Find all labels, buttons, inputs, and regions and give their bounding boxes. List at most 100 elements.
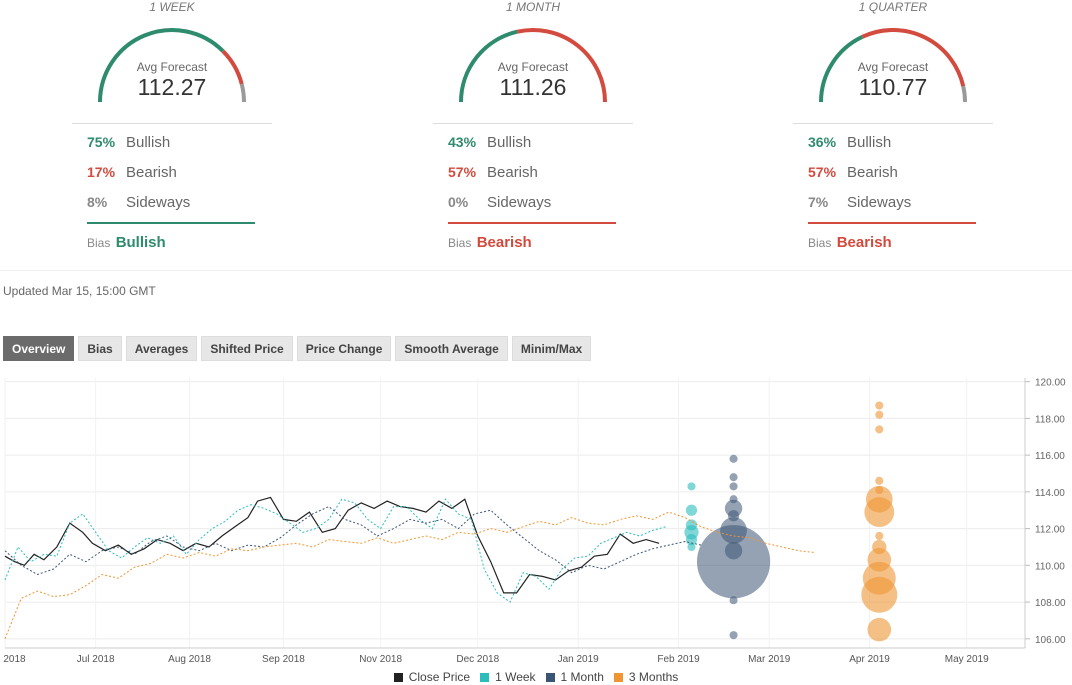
x-tick-label: Mar 2019 bbox=[748, 654, 791, 665]
x-tick-label: Feb 2019 bbox=[657, 654, 700, 665]
forecast-bubble bbox=[867, 617, 892, 642]
forecast-bubble bbox=[729, 482, 738, 491]
bearish-row: 57% Bearish bbox=[448, 164, 538, 181]
legend-label: 1 Month bbox=[560, 670, 604, 684]
sideways-pct: 8% bbox=[87, 194, 108, 210]
legend-1-month[interactable]: 1 Month bbox=[545, 670, 604, 684]
bias-value: Bearish bbox=[836, 234, 892, 251]
bias-line bbox=[448, 222, 616, 224]
legend-label: Close Price bbox=[408, 670, 471, 684]
gauge-bearish-arc bbox=[221, 49, 244, 85]
tab-averages[interactable]: Averages bbox=[125, 336, 198, 361]
gauge-bearish-arc bbox=[516, 28, 607, 103]
forecast-bubble bbox=[875, 476, 884, 485]
legend-swatch bbox=[480, 672, 490, 682]
forecast-bubble bbox=[875, 410, 884, 419]
series-line-close-price bbox=[4, 496, 660, 594]
bias-value: Bullish bbox=[115, 234, 166, 251]
divider bbox=[793, 123, 993, 124]
x-tick-label: Apr 2019 bbox=[849, 654, 890, 665]
y-tick-label: 108.00 bbox=[1035, 598, 1066, 609]
sideways-label: Sideways bbox=[487, 194, 552, 211]
tab-overview[interactable]: Overview bbox=[3, 336, 75, 361]
x-tick-label: Aug 2018 bbox=[168, 654, 211, 665]
gauge-bullish-arc bbox=[98, 28, 225, 103]
bullish-label: Bullish bbox=[847, 134, 892, 151]
y-tick-label: 106.00 bbox=[1035, 635, 1066, 646]
bias-label: Bias bbox=[448, 236, 472, 250]
x-tick-label: Dec 2018 bbox=[456, 654, 499, 665]
sideways-pct: 0% bbox=[448, 194, 469, 210]
sideways-label: Sideways bbox=[126, 194, 191, 211]
x-tick-label: Jan 2019 bbox=[558, 654, 600, 665]
bullish-row: 36% Bullish bbox=[808, 134, 891, 151]
bearish-row: 17% Bearish bbox=[87, 164, 177, 181]
tab-shifted-price[interactable]: Shifted Price bbox=[201, 336, 293, 361]
legend-close-price[interactable]: Close Price bbox=[393, 670, 471, 684]
legend-1-week[interactable]: 1 Week bbox=[480, 670, 536, 684]
sideways-row: 7% Sideways bbox=[808, 194, 911, 211]
avg-forecast-label: Avg Forecast bbox=[136, 60, 208, 74]
forecast-bubble bbox=[696, 525, 771, 599]
gauge-sideways-arc bbox=[961, 85, 967, 103]
bullish-pct: 75% bbox=[87, 134, 116, 150]
bullish-pct: 36% bbox=[808, 134, 837, 150]
bullish-label: Bullish bbox=[126, 134, 171, 151]
bullish-label: Bullish bbox=[487, 134, 532, 151]
bearish-label: Bearish bbox=[487, 164, 538, 181]
bias-label: Bias bbox=[808, 236, 832, 250]
x-tick-label: Jun 2018 bbox=[0, 654, 26, 665]
forecast-bubble bbox=[687, 482, 696, 491]
period-label: 1 QUARTER bbox=[858, 0, 928, 14]
bearish-pct: 57% bbox=[808, 164, 837, 180]
bias-label: Bias bbox=[87, 236, 111, 250]
bias-value: Bearish bbox=[476, 234, 532, 251]
bearish-label: Bearish bbox=[847, 164, 898, 181]
avg-forecast-value: 110.77 bbox=[858, 74, 928, 100]
gauge-1quarter bbox=[819, 28, 967, 103]
forecast-bubble bbox=[861, 576, 898, 613]
section-separator bbox=[0, 270, 1072, 271]
series-line-1-month bbox=[4, 506, 702, 576]
sideways-row: 8% Sideways bbox=[87, 194, 190, 211]
legend-3-months[interactable]: 3 Months bbox=[613, 670, 678, 684]
gauge-sideways-arc bbox=[239, 83, 246, 103]
y-tick-label: 120.00 bbox=[1035, 378, 1066, 389]
sideways-pct: 7% bbox=[808, 194, 829, 210]
forecast-bubble bbox=[729, 473, 738, 482]
sideways-row: 0% Sideways bbox=[448, 194, 551, 211]
x-tick-label: Nov 2018 bbox=[359, 654, 402, 665]
bias: Bias Bearish bbox=[448, 234, 532, 251]
avg-forecast-value: 112.27 bbox=[137, 74, 207, 100]
chart-tabs: Overview Bias Averages Shifted Price Pri… bbox=[3, 336, 595, 361]
divider bbox=[433, 123, 633, 124]
avg-forecast-value: 111.26 bbox=[499, 74, 567, 100]
tab-price-change[interactable]: Price Change bbox=[296, 336, 392, 361]
bias: Bias Bullish bbox=[87, 234, 166, 251]
forecast-chart: 120.00 118.00 116.00 114.00 112.00 110.00 108.… bbox=[0, 378, 1066, 665]
forecast-bubble bbox=[875, 531, 884, 541]
sideways-label: Sideways bbox=[847, 194, 912, 211]
x-tick-label: Jul 2018 bbox=[77, 654, 115, 665]
gauge-bearish-arc bbox=[861, 28, 966, 87]
y-tick-label: 110.00 bbox=[1035, 561, 1065, 572]
bias-line bbox=[87, 222, 255, 224]
tab-minim-max[interactable]: Minim/Max bbox=[511, 336, 592, 361]
legend-swatch bbox=[545, 672, 555, 682]
tab-smooth-average[interactable]: Smooth Average bbox=[395, 336, 508, 361]
updated-timestamp: Updated Mar 15, 15:00 GMT bbox=[3, 284, 156, 298]
y-tick-label: 118.00 bbox=[1035, 414, 1065, 425]
bullish-row: 43% Bullish bbox=[448, 134, 531, 151]
bias-line bbox=[808, 222, 976, 224]
bearish-pct: 57% bbox=[448, 164, 477, 180]
legend-swatch bbox=[393, 672, 403, 682]
legend-swatch bbox=[613, 672, 623, 682]
forecast-bubble bbox=[687, 542, 696, 552]
forecast-bubble bbox=[875, 425, 884, 434]
legend-label: 1 Week bbox=[495, 670, 536, 684]
bearish-row: 57% Bearish bbox=[808, 164, 898, 181]
gauge-bullish-arc bbox=[459, 29, 518, 103]
bullish-pct: 43% bbox=[448, 134, 477, 150]
tab-bias[interactable]: Bias bbox=[78, 336, 122, 361]
chart-legend: Close Price 1 Week 1 Month 3 Months bbox=[0, 670, 1072, 684]
